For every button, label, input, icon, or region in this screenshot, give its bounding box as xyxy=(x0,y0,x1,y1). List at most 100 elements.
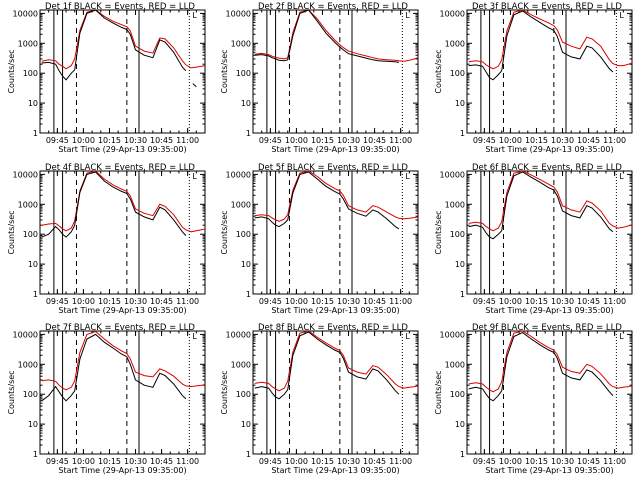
y-tick-label: 10 xyxy=(455,420,465,429)
plot-frame xyxy=(466,330,633,455)
y-tick-label: 1 xyxy=(246,129,251,138)
y-tick-label: 1000 xyxy=(18,39,38,48)
series-lld-line xyxy=(41,10,205,70)
x-tick-label: 09:45 xyxy=(46,457,69,466)
y-tick-label: 100 xyxy=(450,230,465,239)
x-tick-label: 09:45 xyxy=(473,457,496,466)
x-tick-label: 10:45 xyxy=(363,136,386,145)
x-tick-label: 10:45 xyxy=(150,297,173,306)
panel-det-3: 1 10 100 1000 10000 09:45 10:00 10:15 10:30 10:45… xyxy=(434,2,633,154)
x-tick-label: 10:45 xyxy=(363,457,386,466)
x-tick-label: 10:15 xyxy=(525,297,548,306)
x-axis-label: Start Time (29-Apr-13 09:35:00) xyxy=(271,306,399,315)
x-tick-label: 10:00 xyxy=(285,136,308,145)
y-tick-label: 10000 xyxy=(13,170,38,179)
plot-frame xyxy=(39,170,206,295)
y-tick-label: 1000 xyxy=(231,39,251,48)
x-tick-label: 10:00 xyxy=(499,457,522,466)
panel-title: Det 8f BLACK = Events, RED = LLD xyxy=(258,323,408,333)
panel-title: Det 5f BLACK = Events, RED = LLD xyxy=(258,163,408,173)
plot-frame xyxy=(39,9,206,134)
plot-frame xyxy=(252,170,419,295)
x-tick-label: 10:45 xyxy=(363,297,386,306)
panel-det-4: 1 10 100 1000 10000 09:45 10:00 10:15 10:30 10:45… xyxy=(7,163,206,315)
panel-det-6: 1 10 100 1000 10000 09:45 10:00 10:15 10:30 10:45… xyxy=(434,163,633,315)
y-tick-label: 100 xyxy=(23,390,38,399)
x-axis-label: Start Time (29-Apr-13 09:35:00) xyxy=(485,306,613,315)
series-events-line xyxy=(42,334,193,409)
y-tick-label: 10000 xyxy=(440,170,465,179)
marker-label: L xyxy=(192,11,197,20)
x-tick-label: 10:00 xyxy=(285,457,308,466)
y-tick-label: 1000 xyxy=(231,200,251,209)
y-tick-label: 10 xyxy=(28,260,38,269)
x-tick-label: 09:45 xyxy=(259,136,282,145)
y-axis-label: Counts/sec xyxy=(434,210,443,254)
x-axis-label: Start Time (29-Apr-13 09:35:00) xyxy=(58,306,186,315)
y-tick-label: 10 xyxy=(241,260,251,269)
x-tick-label: 10:45 xyxy=(150,457,173,466)
x-tick-label: 10:00 xyxy=(72,457,95,466)
y-tick-label: 10000 xyxy=(440,9,465,18)
y-tick-label: 10 xyxy=(241,420,251,429)
y-tick-label: 1000 xyxy=(231,360,251,369)
x-axis-label: Start Time (29-Apr-13 09:35:00) xyxy=(271,466,399,475)
y-tick-label: 1 xyxy=(33,290,38,299)
x-tick-label: 09:45 xyxy=(473,136,496,145)
y-axis-label: Counts/sec xyxy=(220,370,229,414)
x-tick-label: 10:30 xyxy=(337,297,360,306)
marker-label: L xyxy=(192,332,197,341)
series-lld-line xyxy=(254,10,418,62)
series-lld-line xyxy=(468,171,632,232)
x-tick-label: 10:15 xyxy=(311,297,334,306)
marker-label: L xyxy=(405,332,410,341)
x-tick-label: 10:15 xyxy=(98,136,121,145)
x-axis-label: Start Time (29-Apr-13 09:35:00) xyxy=(485,466,613,475)
series-events-line xyxy=(255,10,406,75)
y-tick-label: 1 xyxy=(33,450,38,459)
panel-det-8: 1 10 100 1000 10000 09:45 10:00 10:15 10:30 10:45… xyxy=(220,323,419,475)
x-tick-label: 10:30 xyxy=(337,136,360,145)
x-tick-label: 10:30 xyxy=(551,136,574,145)
series-events-line xyxy=(469,172,620,246)
plot-frame xyxy=(39,330,206,455)
panel-det-2: 1 10 100 1000 10000 09:45 10:00 10:15 10:30 10:45… xyxy=(220,2,419,154)
x-tick-label: 10:15 xyxy=(98,457,121,466)
y-tick-label: 1000 xyxy=(445,200,465,209)
x-tick-label: 10:00 xyxy=(499,297,522,306)
x-tick-label: 11:00 xyxy=(176,297,199,306)
y-tick-label: 100 xyxy=(236,390,251,399)
y-tick-label: 10 xyxy=(455,260,465,269)
y-axis-label: Counts/sec xyxy=(220,210,229,254)
y-tick-label: 10000 xyxy=(13,330,38,339)
y-tick-label: 10000 xyxy=(226,170,251,179)
plot-frame xyxy=(466,170,633,295)
x-axis-label: Start Time (29-Apr-13 09:35:00) xyxy=(485,145,613,154)
x-tick-label: 09:45 xyxy=(46,136,69,145)
x-tick-label: 10:00 xyxy=(72,297,95,306)
y-tick-label: 1000 xyxy=(445,360,465,369)
x-tick-label: 10:45 xyxy=(150,136,173,145)
series-events-line xyxy=(255,332,406,408)
marker-label: L xyxy=(619,332,624,341)
marker-label: L xyxy=(192,172,197,181)
x-tick-label: 10:15 xyxy=(525,457,548,466)
x-tick-label: 10:45 xyxy=(577,297,600,306)
y-tick-label: 10000 xyxy=(226,9,251,18)
y-tick-label: 100 xyxy=(23,69,38,78)
y-tick-label: 100 xyxy=(23,230,38,239)
x-tick-label: 10:45 xyxy=(577,457,600,466)
y-axis-label: Counts/sec xyxy=(434,49,443,93)
plot-frame xyxy=(466,9,633,134)
series-lld-line xyxy=(254,171,418,222)
x-tick-label: 11:00 xyxy=(389,136,412,145)
x-axis-label: Start Time (29-Apr-13 09:35:00) xyxy=(58,466,186,475)
y-tick-label: 1 xyxy=(33,129,38,138)
x-tick-label: 09:45 xyxy=(259,457,282,466)
y-tick-label: 100 xyxy=(450,69,465,78)
x-tick-label: 10:15 xyxy=(525,136,548,145)
x-axis-label: Start Time (29-Apr-13 09:35:00) xyxy=(58,145,186,154)
x-tick-label: 11:00 xyxy=(176,136,199,145)
x-tick-label: 10:00 xyxy=(72,136,95,145)
